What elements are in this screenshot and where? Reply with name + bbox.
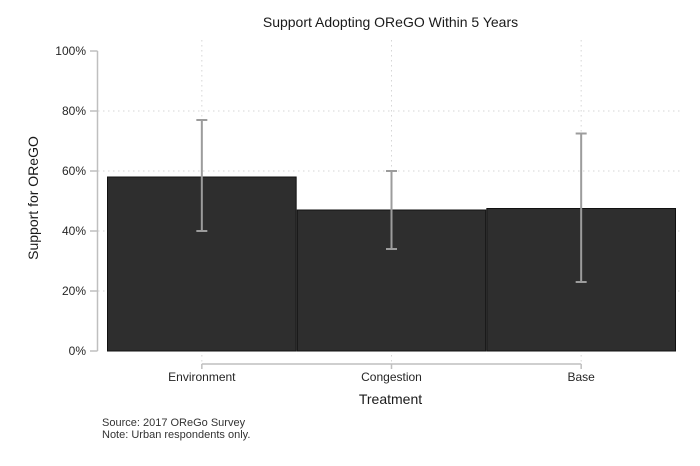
x-axis: Environment Congestion Base: [168, 363, 595, 384]
y-tick-label: 60%: [62, 164, 86, 178]
y-tick-label: 20%: [62, 284, 86, 298]
error-bars: [196, 119, 587, 283]
caption-note: Note: Urban respondents only.: [102, 429, 251, 441]
error-bar-congestion: [386, 170, 397, 250]
x-axis-title: Treatment: [358, 391, 423, 407]
caption-source: Source: 2017 OReGo Survey: [102, 417, 246, 429]
chart-title: Support Adopting OReGO Within 5 Years: [262, 14, 519, 30]
x-tick-label: Base: [567, 370, 595, 384]
y-tick-label: 40%: [62, 224, 86, 238]
error-bar-base: [575, 132, 587, 283]
error-bar-environment: [196, 119, 208, 232]
y-axis: 0% 20% 40% 60% 80% 100%: [55, 44, 99, 358]
x-tick-label: Environment: [168, 370, 236, 384]
y-tick-label: 0%: [69, 344, 87, 358]
y-tick-label: 100%: [55, 44, 86, 58]
x-tick-label: Congestion: [361, 370, 422, 384]
y-tick-label: 80%: [62, 104, 86, 118]
